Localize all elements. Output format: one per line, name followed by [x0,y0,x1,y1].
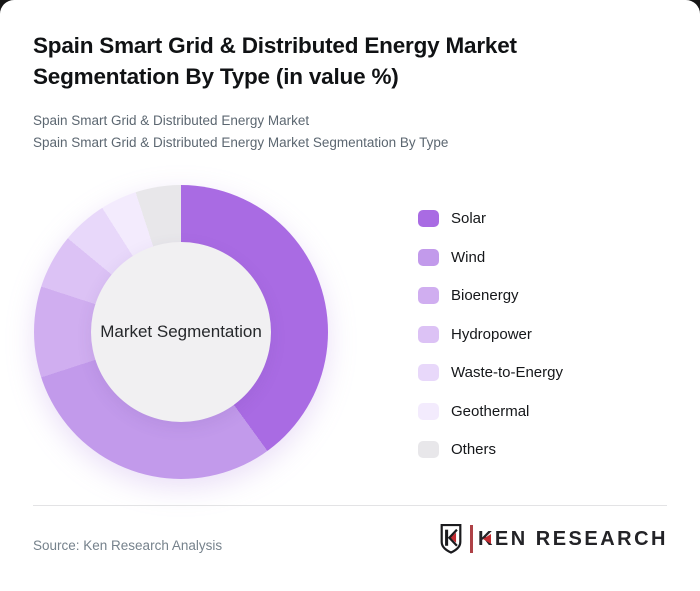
subtitle-line-2: Spain Smart Grid & Distributed Energy Ma… [33,134,449,150]
legend-swatch-solar [418,210,439,227]
page-title: Spain Smart Grid & Distributed Energy Ma… [33,33,517,89]
source-note: Source: Ken Research Analysis [33,538,223,553]
logo-separator [469,525,473,553]
legend-label: Hydropower [451,325,532,343]
legend-item-others: Others [418,441,563,458]
legend-swatch-bioenergy [418,287,439,304]
legend-swatch-hydropower [418,325,439,343]
legend-label: Wind [451,248,486,266]
donut-center-circle: Market Segmentation [91,242,271,422]
subtitle-line-1: Spain Smart Grid & Distributed Energy Ma… [33,113,310,128]
legend-label: Waste-to-Energy [451,364,563,381]
legend-swatch-wind [418,248,439,266]
legend-swatch-others [418,441,439,458]
donut-center-label: Market Segmentation [100,322,262,341]
logo-wordmark: KEN RESEARCH [477,527,668,550]
legend-swatch-geothermal [418,402,439,420]
legend-item-solar: Solar [418,210,563,227]
legend-item-hydropower: Hydropower [418,325,563,343]
donut-chart: Market Segmentation [34,185,328,479]
legend-swatch-waste-to-energy [418,364,439,381]
footer-divider [33,505,667,506]
chart-legend: Solar Wind Bioenergy Hydropower Waste-to… [418,210,563,480]
ken-research-shield-icon [440,523,462,554]
legend-label: Solar [451,210,487,227]
legend-label: Others [451,441,497,458]
ken-research-logo: KEN RESEARCH [440,521,668,557]
legend-label: Bioenergy [451,287,519,304]
legend-item-waste-to-energy: Waste-to-Energy [418,364,563,381]
chart-subtitle: Spain Smart Grid & Distributed Energy Ma… [33,110,448,153]
legend-item-geothermal: Geothermal [418,402,563,420]
legend-item-wind: Wind [418,248,563,266]
legend-label: Geothermal [451,402,530,420]
legend-item-bioenergy: Bioenergy [418,287,563,304]
